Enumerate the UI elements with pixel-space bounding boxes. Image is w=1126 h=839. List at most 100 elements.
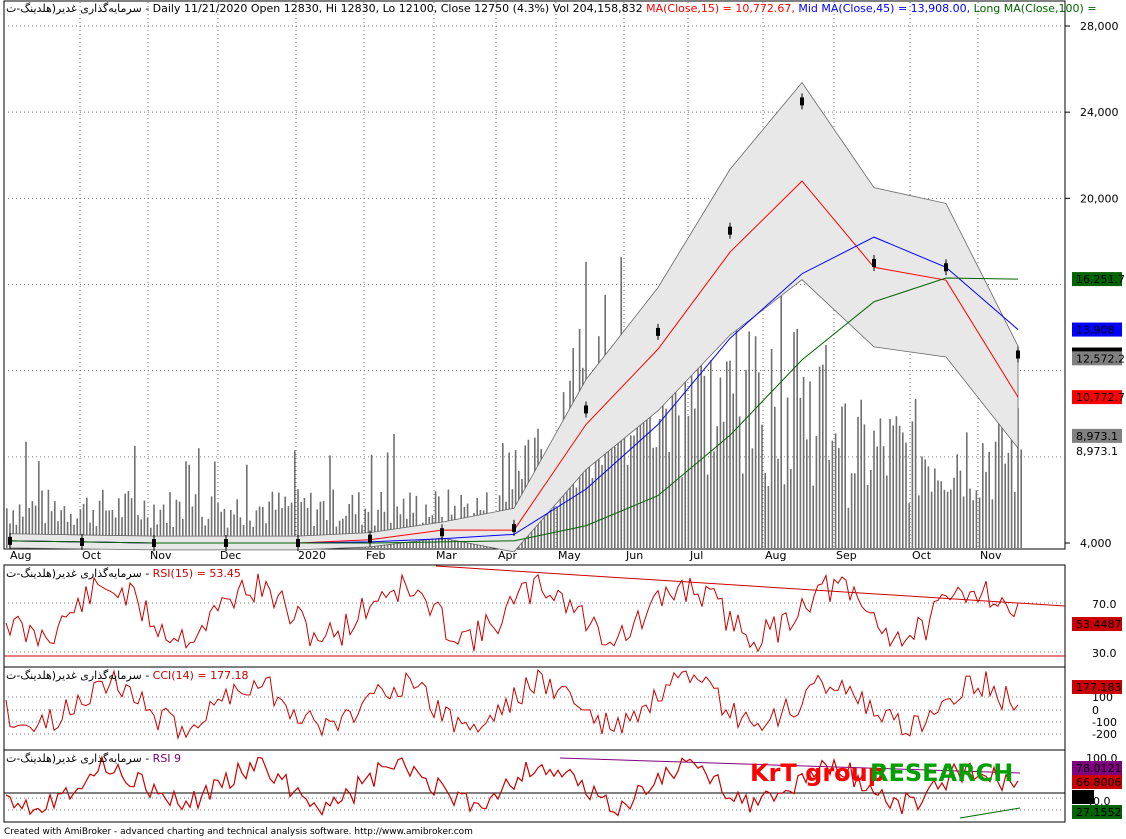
volume-bar [610,355,613,548]
rsi9-badge-label: 50 [1076,791,1090,804]
cci-label: CCI(14) = 177.18 [153,669,249,682]
volume-bar [847,507,850,548]
volume-bar [662,349,664,548]
volume-bar [710,360,712,548]
volume-bar [943,489,946,548]
volume-bar [898,425,901,548]
volume-bar [1007,452,1010,548]
volume-bar [303,497,306,548]
volume-bar [220,511,222,548]
volume-bar [188,464,190,548]
volume-bar [278,492,280,548]
header-symbol: سرمایه‌گذاری غدیر(هلدینگ-ت [6,2,142,15]
volume-bar [402,498,405,548]
candle-body [512,523,516,532]
rsi9-badge [1072,761,1122,775]
volume-bar [972,500,974,548]
volume-bar [626,464,629,548]
volume-bar [396,506,398,548]
volume-bar [940,481,942,548]
month-label: Mar [436,549,457,562]
candle-body [1016,350,1020,359]
volume-bar [892,425,894,548]
volume-bar [182,518,184,548]
volume-bar [124,493,126,548]
volume-bar [268,501,270,548]
volume-bar [294,450,296,548]
volume-bar [300,501,302,548]
volume-bar [905,442,907,548]
candle-body [728,226,732,235]
rsi-label: RSI(15) = 53.45 [153,567,241,580]
volume-bar [825,345,827,548]
price-axis: 28,000 24,000 20,000 4,000 16,251.7 13,908 12,… [1065,20,1125,550]
rsi9-badge-label: 78.0121 [1076,762,1122,775]
rsi-panel-title: سرمایه‌گذاری غدیر(هلدینگ-ت - RSI(15) = 5… [6,567,241,580]
volume-bar [758,372,760,548]
volume-bar [889,418,891,548]
candle-body [8,536,12,545]
volume-bar [697,320,699,548]
volume-bar [130,498,133,548]
volume-bar [921,456,923,548]
header-ma100: Long MA(Close,100) = [970,2,1096,15]
cci-badge [1072,680,1122,694]
volume-bar [329,455,331,548]
rsi-line [5,573,1019,653]
rsi9-label: RSI 9 [153,752,181,765]
volume-bar [770,348,773,548]
month-label: Dec [220,549,241,562]
volume-bar [802,377,805,548]
volume-bar [207,518,210,548]
rsi-content [4,565,1066,657]
candle-body [80,537,84,546]
volume-bar [274,509,277,548]
candle-body [944,263,948,272]
volume-bar [508,452,510,548]
volume-bar [146,517,149,548]
volume-bar [649,369,651,548]
volume-bar [22,516,24,548]
volume-bar [623,351,626,548]
volume-bar [34,505,37,548]
volume-bar [310,492,312,548]
volume-bar [850,473,853,548]
rsi-trendline [435,565,1066,607]
price-tick-label: 24,000 [1080,106,1119,119]
candle-body [368,534,372,543]
volume-bar [92,509,94,548]
volume-bar [140,519,142,548]
volume-bar [6,508,8,548]
volume-bar [297,489,299,548]
volume-bar [223,508,226,548]
volume-bar [988,451,990,548]
volume-bar [636,421,638,548]
volume-bar [953,477,955,548]
volume-bar [18,504,21,548]
volume-bar [246,464,248,548]
volume-bar [719,377,722,548]
volume-bar [687,415,690,548]
volume-bar [377,509,379,548]
volume-bar [706,474,709,548]
volume-bar [927,466,930,548]
volume-bar [12,510,14,548]
volume-bar [566,439,568,548]
rsi-badge-label: 53.4487 [1076,618,1122,631]
volume-bar [966,432,968,548]
volume-bar [991,499,994,548]
volume-bar [41,490,43,548]
month-label: Nov [150,549,172,562]
volume-bar [962,496,965,548]
month-label: Sep [836,549,857,562]
cci-panel-frame [3,666,1066,751]
month-label: Jun [625,549,643,562]
volume-bar [514,450,517,548]
volume-bar [54,501,56,548]
price-badge [1072,272,1122,287]
volume-bar [863,424,866,548]
volume-bar [178,501,181,548]
rsi9-badge [1072,805,1122,819]
volume-bar [694,408,696,548]
volume-bar [630,435,632,548]
